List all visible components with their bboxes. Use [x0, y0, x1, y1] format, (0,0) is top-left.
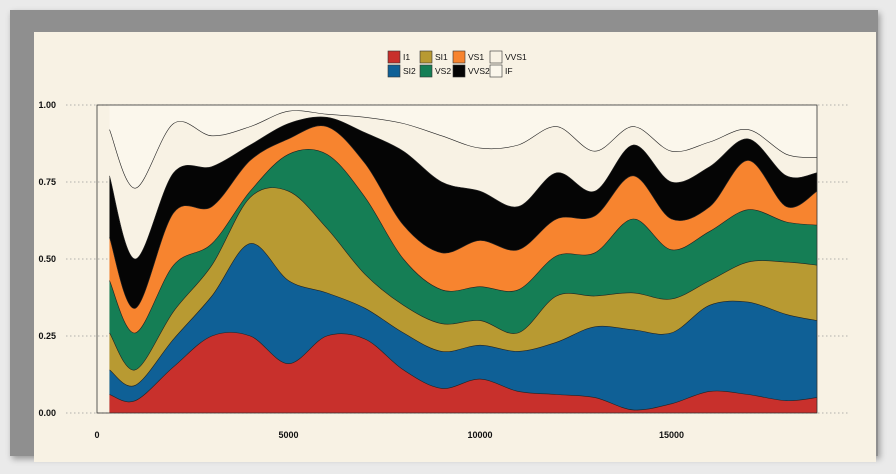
y-tick-label: 0.00 — [38, 408, 56, 418]
legend-item-vvs2: VVS2 — [452, 64, 490, 78]
legend-swatch — [387, 64, 401, 78]
boundary-vs1 — [109, 125, 818, 309]
legend-swatch — [489, 64, 503, 78]
legend-swatch — [387, 50, 401, 64]
legend-label: VS1 — [468, 52, 484, 62]
area-i1 — [109, 332, 817, 413]
legend-label: VVS1 — [505, 52, 527, 62]
x-axis-ticks: 0 5000 10000 15000 — [94, 430, 683, 440]
y-tick-label: 0.25 — [38, 331, 56, 341]
legend-item-si2: SI2 — [387, 64, 416, 78]
boundary-vs2 — [109, 148, 818, 334]
legend-item-vs2: VS2 — [419, 64, 451, 78]
x-tick-label: 15000 — [659, 430, 684, 440]
boundary-si2 — [109, 243, 818, 387]
legend-label: SI2 — [403, 66, 416, 76]
legend-label: VVS2 — [468, 66, 490, 76]
y-tick-label: 1.00 — [38, 100, 56, 110]
legend-swatch — [452, 50, 466, 64]
boundary-lines — [109, 110, 818, 411]
legend-swatch — [419, 64, 433, 78]
legend-item-si1: SI1 — [419, 50, 448, 64]
legend-label: IF — [505, 66, 513, 76]
legend-swatch — [489, 50, 503, 64]
legend-item-vs1: VS1 — [452, 50, 484, 64]
legend-label: SI1 — [435, 52, 448, 62]
boundary-i1 — [109, 332, 818, 411]
y-tick-label: 0.75 — [38, 177, 56, 187]
legend-item-i1: I1 — [387, 50, 410, 64]
x-tick-label: 0 — [94, 430, 99, 440]
boundary-si1 — [109, 187, 818, 371]
legend-item-vvs1: VVS1 — [489, 50, 527, 64]
y-axis-ticks: 0.00 0.25 0.50 0.75 1.00 — [38, 100, 56, 418]
legend-swatch — [419, 50, 433, 64]
legend: I1 SI1 VS1 VVS1 SI2 VS2 VVS2 IF — [387, 50, 527, 78]
x-tick-label: 10000 — [467, 430, 492, 440]
area-layers — [109, 105, 817, 414]
y-tick-label: 0.50 — [38, 254, 56, 264]
legend-label: I1 — [403, 52, 410, 62]
legend-label: VS2 — [435, 66, 451, 76]
legend-item-if: IF — [489, 64, 513, 78]
x-tick-label: 5000 — [278, 430, 298, 440]
boundary-vvs2 — [109, 116, 818, 260]
boundary-vvs1 — [109, 110, 818, 189]
legend-swatch — [452, 64, 466, 78]
plot-border — [96, 104, 818, 414]
